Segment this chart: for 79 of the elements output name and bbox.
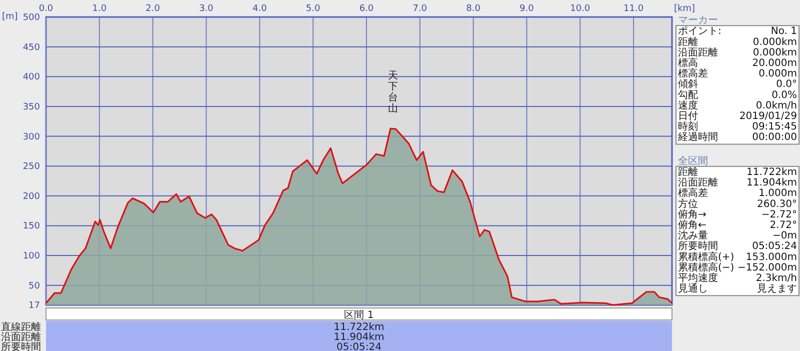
text: 距離 <box>678 36 698 48</box>
text: 沈み量 <box>678 230 708 242</box>
x-tick-label: 4.0 <box>252 4 268 14</box>
text: 俯角→ <box>678 208 706 220</box>
text: 累積標高(+) <box>678 250 734 263</box>
text: 全区間 <box>678 154 708 167</box>
text: 2019/01/29 <box>739 111 797 122</box>
text: 沿面距離 <box>678 46 718 58</box>
y-tick-label: 300 <box>22 132 40 142</box>
y-tick-label: 400 <box>22 72 40 83</box>
text: 153.000m <box>746 252 797 263</box>
x-tick-label: 2.0 <box>146 4 160 14</box>
text: 0.000m <box>758 68 797 80</box>
text: 時刻 <box>678 120 698 133</box>
text: 日付 <box>678 111 698 122</box>
text: 2.72° <box>770 220 797 231</box>
text: 0.0km/h <box>756 100 797 112</box>
text: 速度 <box>678 99 698 112</box>
text: 方位 <box>678 198 698 210</box>
text: 見通し <box>678 282 708 295</box>
text: 260.30° <box>757 198 797 210</box>
y-tick-label: 50 <box>28 281 40 292</box>
text: 05:05:24 <box>752 241 797 252</box>
x-axis-title: [km] <box>674 4 696 14</box>
x-tick-label: 0.0 <box>38 4 54 14</box>
text: 俯角← <box>678 219 706 231</box>
text: 09:15:45 <box>752 122 797 133</box>
text: −152.000m <box>738 262 797 274</box>
x-tick-label: 1.0 <box>92 4 107 14</box>
text: 距離 <box>678 166 698 178</box>
x-tick-label: 5.0 <box>306 4 320 14</box>
text: 0.0% <box>772 90 797 101</box>
y-axis-title: [m] <box>2 12 18 22</box>
text: 標高差 <box>678 187 708 200</box>
text: 11.722km <box>334 322 384 333</box>
x-tick-label: 8.0 <box>466 4 481 14</box>
text: −2.72° <box>761 209 797 220</box>
text: No. 1 <box>770 26 797 38</box>
y-tick-label: 100 <box>22 252 40 262</box>
text: −0m <box>772 230 797 242</box>
x-tick-label: 6.0 <box>359 4 374 14</box>
y-tick-label: 200 <box>22 192 40 202</box>
text: 0.000km <box>752 36 797 48</box>
text: 所要時間 <box>678 240 718 252</box>
text: 区間 1 <box>344 310 374 321</box>
text: 経過時間 <box>677 131 718 144</box>
text: 傾斜 <box>678 78 698 90</box>
y-tick-label: 150 <box>22 222 40 232</box>
x-tick-label: 7.0 <box>412 4 428 14</box>
y-tick-label: 500 <box>22 13 40 23</box>
text: 11.722km <box>746 167 797 178</box>
text: 00:00:00 <box>752 132 797 144</box>
text: 11.904km <box>334 332 384 343</box>
text: 累積標高(−) <box>678 261 734 274</box>
text: 1.000m <box>758 188 797 200</box>
y-tick-label: 17 <box>28 301 40 311</box>
text: マーカー <box>678 15 718 26</box>
text: 05:05:24 <box>336 342 382 351</box>
text: 20.000m <box>752 58 797 69</box>
text: 直線距離 <box>1 321 41 333</box>
x-tick-label: 9.0 <box>520 4 534 14</box>
text: 0.0° <box>776 79 797 90</box>
text: 標高 <box>678 57 698 69</box>
x-tick-label: 11.0 <box>624 4 644 14</box>
text: 平均速度 <box>678 272 718 284</box>
text: 沿面距離 <box>678 176 718 189</box>
text: 見えます <box>757 284 797 295</box>
text: 勾配 <box>678 88 698 101</box>
y-tick-label: 250 <box>22 162 40 172</box>
text: 沿面距離 <box>1 331 41 343</box>
x-tick-label: 10.0 <box>570 4 590 14</box>
x-tick-label: 3.0 <box>199 4 214 14</box>
y-tick-label: 350 <box>22 102 40 112</box>
text: 0.000km <box>752 47 797 58</box>
text: 2.3km/h <box>756 273 797 284</box>
text: 標高差 <box>678 68 708 80</box>
y-tick-label: 450 <box>22 42 40 53</box>
text: 11.904km <box>746 178 797 189</box>
text: ポイント: <box>678 26 722 38</box>
